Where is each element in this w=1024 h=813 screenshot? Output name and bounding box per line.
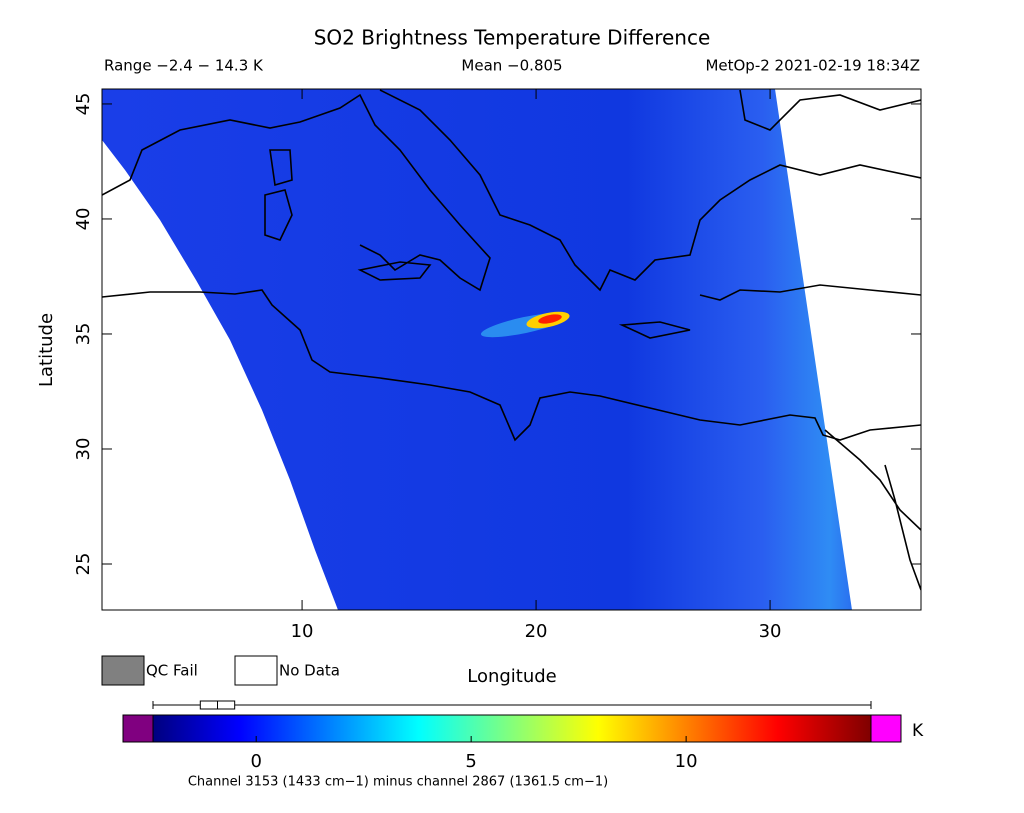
legend-label: No Data bbox=[279, 662, 340, 680]
mean-label: Mean −0.805 bbox=[461, 57, 562, 75]
y-tick-label: 40 bbox=[73, 208, 94, 231]
legend-swatch bbox=[101, 655, 145, 686]
colorbar-under bbox=[122, 714, 154, 743]
y-tick-label: 45 bbox=[73, 92, 94, 115]
coastline bbox=[264, 149, 432, 281]
title: SO2 Brightness Temperature Difference bbox=[314, 26, 711, 50]
colorbar-tick-label: 10 bbox=[675, 751, 698, 772]
range-label: Range −2.4 − 14.3 K bbox=[104, 57, 264, 75]
x-tick-label: 30 bbox=[759, 621, 782, 642]
colorbar-tick-label: 0 bbox=[250, 751, 261, 772]
plume-peak bbox=[538, 314, 562, 324]
source-label: MetOp-2 2021-02-19 18:34Z bbox=[705, 57, 920, 75]
y-tick-label: 35 bbox=[73, 323, 94, 346]
colorbar-tick-label: 5 bbox=[465, 751, 476, 772]
map-area bbox=[102, 89, 921, 610]
legend-swatch bbox=[234, 655, 278, 686]
coastline bbox=[824, 429, 921, 591]
y-axis-label: Latitude bbox=[36, 313, 57, 387]
x-tick-label: 20 bbox=[525, 621, 548, 642]
y-tick-label: 25 bbox=[73, 553, 94, 576]
x-axis-label: Longitude bbox=[467, 666, 557, 687]
coastline bbox=[739, 89, 921, 131]
x-tick-label: 10 bbox=[291, 621, 314, 642]
plot-frame bbox=[101, 88, 922, 611]
coastline bbox=[379, 89, 921, 292]
coastline bbox=[618, 284, 921, 339]
coastline bbox=[102, 289, 921, 442]
colorbar bbox=[152, 714, 872, 743]
y-tick-label: 30 bbox=[73, 438, 94, 461]
swath bbox=[102, 89, 852, 610]
coastline bbox=[102, 93, 491, 292]
legend-label: QC Fail bbox=[146, 662, 198, 680]
colorbar-over bbox=[870, 714, 902, 743]
colorbar-caption: Channel 3153 (1433 cm−1) minus channel 2… bbox=[188, 775, 608, 790]
colorbar-unit: K bbox=[912, 721, 924, 741]
